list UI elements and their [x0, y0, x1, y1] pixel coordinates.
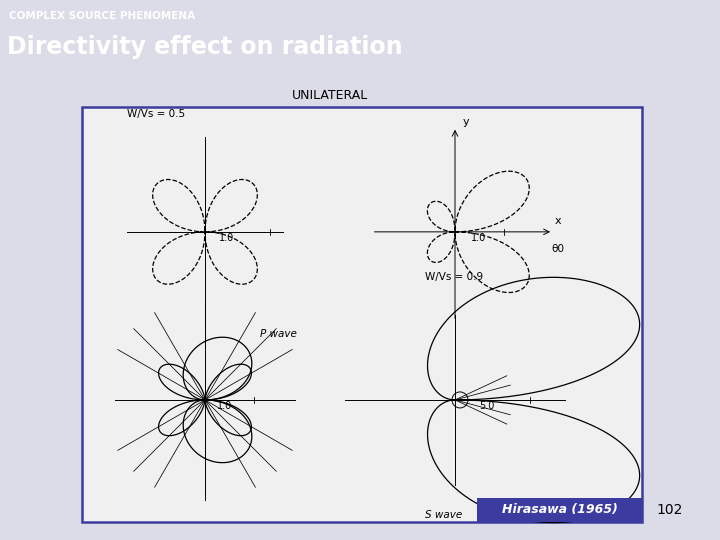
Text: Hirasawa (1965): Hirasawa (1965) [502, 503, 618, 516]
Text: UNILATERAL: UNILATERAL [292, 89, 368, 102]
Text: Directivity effect on radiation: Directivity effect on radiation [7, 35, 402, 59]
Text: 1.0: 1.0 [472, 233, 487, 243]
Text: 1.0: 1.0 [217, 401, 233, 411]
Text: 1.0: 1.0 [220, 233, 235, 243]
Text: 102: 102 [657, 503, 683, 517]
Text: COMPLEX SOURCE PHENOMENA: COMPLEX SOURCE PHENOMENA [9, 11, 196, 21]
Text: P wave: P wave [260, 329, 297, 339]
Text: 5.0: 5.0 [480, 401, 495, 411]
Bar [477, 498, 642, 522]
Text: W/Vs = 0.9: W/Vs = 0.9 [425, 272, 483, 282]
Text: x: x [555, 216, 562, 226]
Text: y: y [463, 117, 469, 127]
Text: θ0: θ0 [551, 244, 564, 254]
Text: S wave: S wave [425, 510, 462, 520]
Bar [82, 107, 642, 522]
Text: W/Vs = 0.5: W/Vs = 0.5 [127, 109, 185, 119]
